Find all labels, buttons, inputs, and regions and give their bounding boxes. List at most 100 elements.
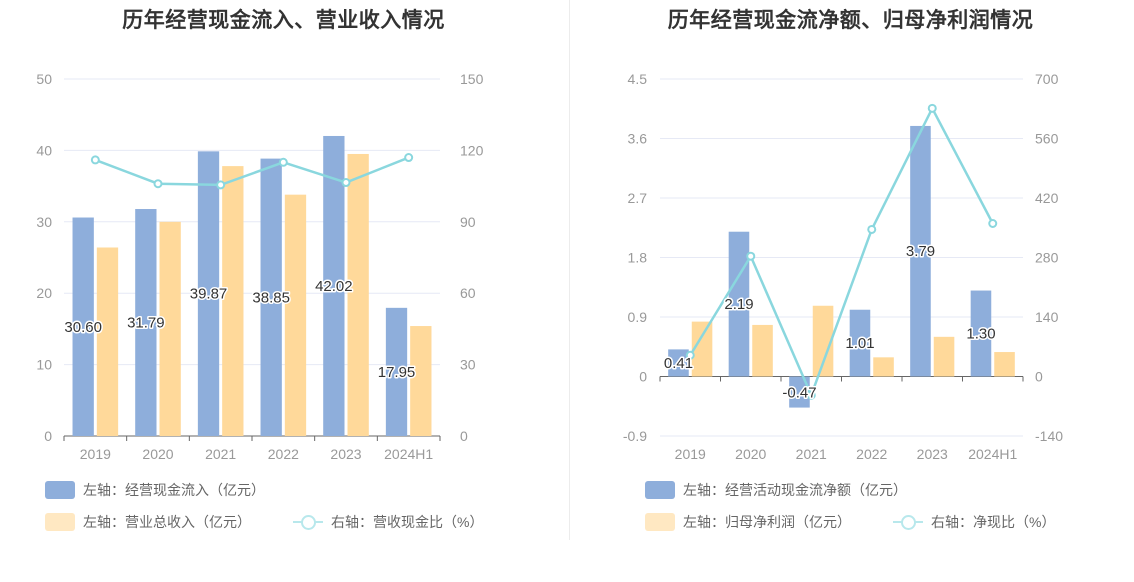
bar-data-label: 3.79 [906,243,935,260]
y-left-tick-label: 4.5 [628,71,648,87]
net-cashflow-profit-chart: -0.9 -140 0 0 0.9 140 1.8 280 2.7 420 3.6 560 4.5 700… [623,71,1063,462]
secondary-bar [812,305,834,377]
y-left-tick-label: 0.9 [628,309,648,325]
ratio-point [278,157,288,167]
legend-label: 左轴：经营活动现金流净额（亿元） [683,482,907,498]
x-tick-label: 2019 [80,446,111,462]
y-left-tick-label: 0 [639,369,647,385]
x-tick-label: 2021 [796,446,827,462]
secondary-bar [691,321,713,377]
secondary-bar [96,247,119,436]
y-left-tick-label: 40 [36,142,52,158]
ratio-point [90,155,100,165]
y-right-tick-label: 90 [460,214,476,230]
y-left-tick-label: 10 [36,357,52,373]
chart-title: 历年经营现金流入、营业收入情况 [122,9,445,32]
x-tick-label: 2024H1 [384,446,433,462]
x-tick-label: 2023 [330,446,361,462]
primary-bar [323,135,345,436]
bar-data-label: 38.85 [252,289,290,306]
primary-bar [260,158,282,436]
bar-data-label: 1.30 [966,326,995,343]
x-tick-label: 2020 [735,446,766,462]
secondary-bar [933,336,955,377]
ratio-point [404,153,414,163]
legend-swatch-icon [645,481,675,499]
bar-data-label: 0.41 [664,355,693,372]
y-right-tick-label: 140 [1035,309,1059,325]
primary-bar [197,151,220,437]
y-left-tick-label: -0.9 [623,428,647,444]
primary-bar [385,307,408,436]
legend-item[interactable]: 右轴：营收现金比（%） [293,511,483,533]
legend-item[interactable]: 左轴：营业总收入（亿元） [45,511,251,533]
ratio-point [746,251,756,261]
x-tick-label: 2023 [917,446,948,462]
y-left-tick-label: 1.8 [628,250,648,266]
primary-bar [970,290,992,377]
y-right-tick-label: 420 [1035,190,1059,206]
y-left-tick-label: 3.6 [628,131,648,147]
legend-label: 左轴：营业总收入（亿元） [83,514,251,530]
net-cashflow-profit-panel: 历年经营现金流净额、归母净利润情况 -0.9 -140 0 0 0.9 140 1.8 280… [567,0,1134,582]
bar-data-label: 39.87 [190,286,228,303]
legend-swatch-icon [645,513,675,531]
primary-bar [910,125,931,377]
legend-item[interactable]: 左轴：经营现金流入（亿元） [45,479,265,501]
bar-data-label: 31.79 [127,315,165,332]
legend-item[interactable]: 左轴：归母净利润（亿元） [645,511,851,533]
y-right-tick-label: 120 [460,142,484,158]
legend-label: 右轴：营收现金比（%） [331,514,484,530]
ratio-line [94,156,410,187]
legend-line-icon [293,513,323,531]
y-right-tick-label: 150 [460,71,484,87]
x-tick-label: 2022 [268,446,299,462]
y-right-tick-label: 280 [1035,250,1059,266]
y-left-tick-label: 2.7 [628,190,648,206]
secondary-bar [284,194,307,436]
cash-inflow-revenue-panel: 历年经营现金流入、营业收入情况 0 0 10 30 20 60 30 90 40 120 50 150… [36,9,484,533]
ratio-point [341,178,351,188]
x-tick-label: 2024H1 [968,446,1017,462]
legend-line-icon [893,513,923,531]
legend-item[interactable]: 右轴：净现比（%） [893,511,1055,533]
y-right-tick-label: 60 [460,285,476,301]
y-left-tick-label: 30 [36,214,52,230]
primary-bar [849,309,871,377]
legend-label: 左轴：归母净利润（亿元） [683,514,851,530]
x-tick-label: 2019 [675,446,706,462]
secondary-bar [222,166,244,436]
secondary-bar [873,357,894,377]
y-right-tick-label: 700 [1035,71,1059,87]
bar-data-label: 2.19 [724,296,753,313]
y-left-tick-label: 20 [36,285,52,301]
legend-label: 右轴：净现比（%） [931,514,1056,530]
x-tick-label: 2020 [142,446,173,462]
ratio-point [153,179,163,189]
ratio-line [689,105,994,399]
secondary-bar [410,326,432,436]
y-left-tick-label: 0 [44,428,52,444]
legend-item[interactable]: 左轴：经营活动现金流净额（亿元） [645,479,907,501]
bar-data-label: 1.01 [845,335,874,352]
y-left-tick-label: 50 [36,71,52,87]
secondary-bar [752,324,773,377]
primary-bar [135,209,157,436]
bar-data-label: -0.47 [782,385,816,402]
legend-swatch-icon [45,513,75,531]
y-right-tick-label: 0 [1035,369,1043,385]
legend-label: 左轴：经营现金流入（亿元） [83,482,265,498]
ratio-point [927,103,937,113]
y-right-tick-label: 560 [1035,131,1059,147]
bar-data-label: 42.02 [315,278,353,295]
secondary-bar [159,221,181,436]
bar-data-label: 30.60 [64,319,102,336]
primary-bar [789,376,810,408]
secondary-bar [347,153,369,436]
ratio-point [806,390,816,400]
primary-bar [668,349,689,377]
ratio-point [988,219,998,228]
chart-title: 历年经营现金流净额、归母净利润情况 [667,9,1034,32]
y-right-tick-label: 30 [460,357,476,373]
x-tick-label: 2021 [205,446,236,462]
